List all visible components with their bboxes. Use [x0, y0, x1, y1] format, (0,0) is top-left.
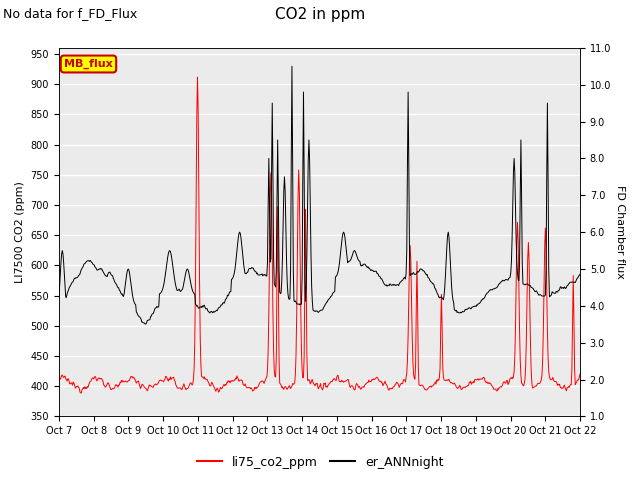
Y-axis label: LI7500 CO2 (ppm): LI7500 CO2 (ppm) [15, 181, 25, 283]
Text: CO2 in ppm: CO2 in ppm [275, 7, 365, 22]
Y-axis label: FD Chamber flux: FD Chamber flux [615, 185, 625, 279]
Legend: li75_co2_ppm, er_ANNnight: li75_co2_ppm, er_ANNnight [191, 451, 449, 474]
Text: No data for f_FD_Flux: No data for f_FD_Flux [3, 7, 138, 20]
Text: MB_flux: MB_flux [64, 59, 113, 69]
